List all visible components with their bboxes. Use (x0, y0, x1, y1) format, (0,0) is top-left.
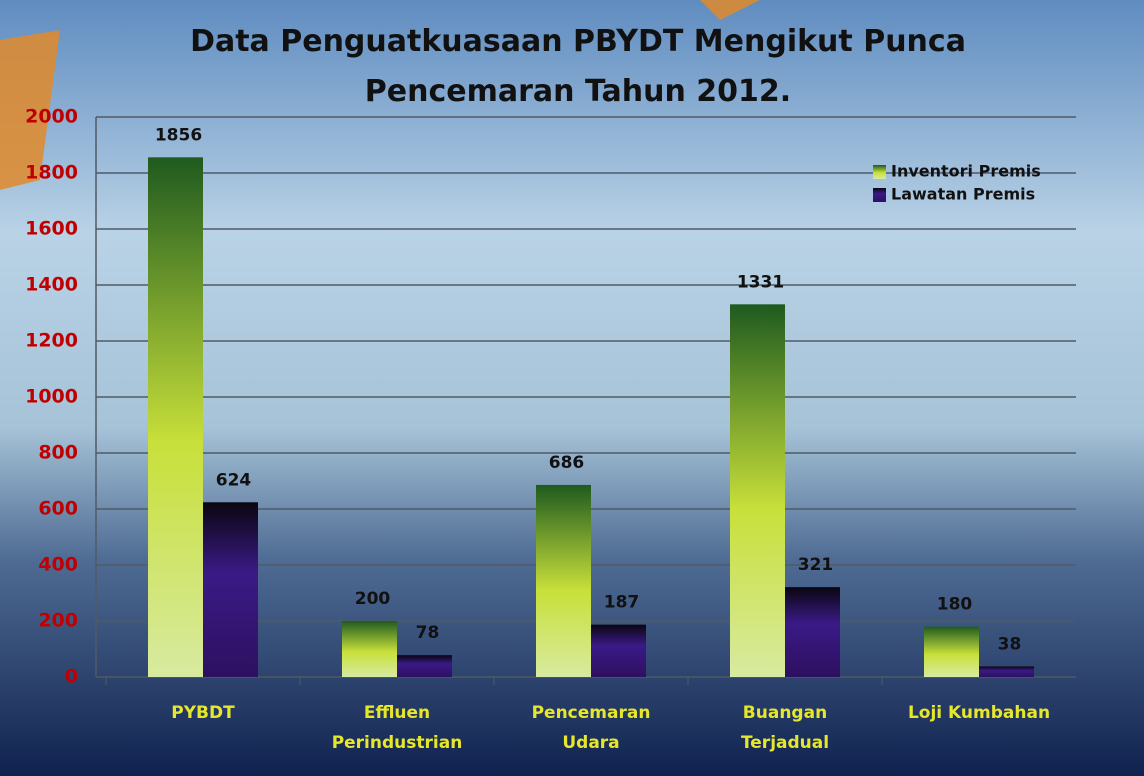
y-tick-label: 1600 (25, 218, 78, 240)
value-label: 38 (998, 634, 1022, 654)
bar (148, 157, 203, 677)
value-label: 78 (416, 623, 440, 643)
value-label: 1331 (737, 272, 784, 292)
legend-swatch (873, 188, 886, 202)
bar (203, 502, 258, 677)
y-tick-label: 800 (38, 442, 78, 464)
y-tick-label: 1200 (25, 330, 78, 352)
bar (342, 621, 397, 677)
x-tick-label: PYBDT (171, 703, 235, 723)
chart-title: Data Penguatkuasaan PBYDT Mengikut Punca… (190, 24, 966, 109)
bar (397, 655, 452, 677)
x-tick-label: Pencemaran Udara (532, 703, 651, 753)
y-tick-label: 200 (38, 610, 78, 632)
x-tick-label: Buangan Terjadual (741, 703, 829, 753)
value-label: 1856 (155, 125, 202, 145)
value-label: 321 (798, 555, 834, 575)
x-tick-label: Effluen Perindustrian (332, 703, 463, 753)
bar (536, 484, 591, 677)
accent (0, 30, 60, 190)
x-tick-label: Loji Kumbahan (908, 703, 1050, 723)
bar (591, 624, 646, 677)
bar (979, 666, 1034, 677)
accent (700, 0, 760, 20)
y-tick-label: 1000 (25, 386, 78, 408)
value-label: 686 (549, 453, 585, 473)
legend-label: Lawatan Premis (891, 185, 1035, 204)
value-label: 624 (216, 470, 252, 490)
value-label: 187 (604, 593, 640, 613)
y-tick-label: 1400 (25, 274, 78, 296)
legend-label: Inventori Premis (891, 162, 1041, 181)
y-tick-label: 600 (38, 498, 78, 520)
bar (730, 304, 785, 677)
bar (924, 626, 979, 677)
legend-swatch (873, 165, 886, 179)
y-tick-label: 1800 (25, 162, 78, 184)
y-tick-label: 2000 (25, 106, 78, 128)
value-label: 180 (937, 595, 973, 615)
value-label: 200 (355, 589, 391, 609)
y-tick-label: 400 (38, 554, 78, 576)
bar (785, 587, 840, 677)
y-tick-label: 0 (65, 666, 78, 688)
